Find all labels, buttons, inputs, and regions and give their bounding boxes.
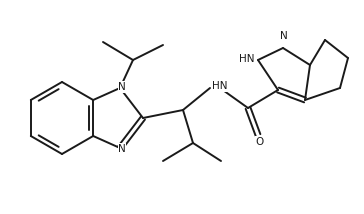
Text: N: N bbox=[118, 144, 126, 154]
Text: O: O bbox=[256, 137, 264, 147]
Text: N: N bbox=[280, 31, 288, 41]
Text: N: N bbox=[118, 82, 126, 92]
Text: HN: HN bbox=[212, 81, 228, 91]
Text: HN: HN bbox=[238, 54, 254, 64]
